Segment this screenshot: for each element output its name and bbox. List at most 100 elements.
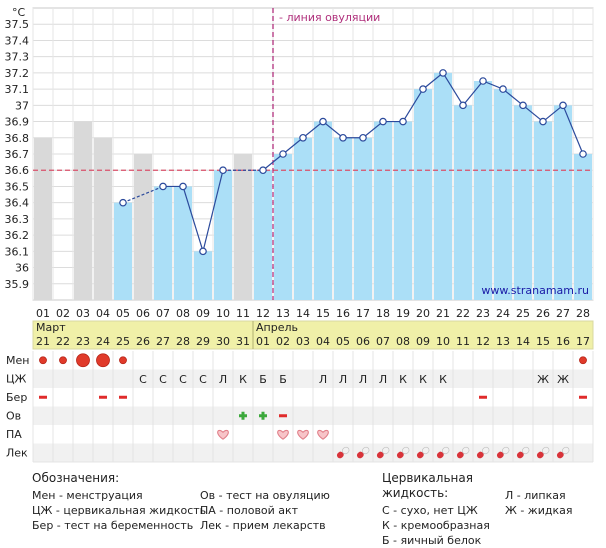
pill-icon xyxy=(496,446,510,459)
month-label-april: Апрель xyxy=(256,321,298,334)
calendar-date-1: 22 xyxy=(56,335,70,348)
bar-day-03 xyxy=(74,121,92,300)
day-number-27: 27 xyxy=(556,307,570,320)
pill-half-white xyxy=(521,446,530,455)
pill-icon xyxy=(476,446,490,459)
bar-day-22 xyxy=(454,105,472,300)
fluid-item-l: Л - липкая xyxy=(505,489,566,502)
cz-cell: С xyxy=(139,373,147,386)
pill-half-white xyxy=(421,446,430,455)
temp-point-day-26 xyxy=(539,117,547,126)
ber-minus xyxy=(39,395,47,399)
temp-point-day-10 xyxy=(219,166,227,175)
men-dot xyxy=(59,356,67,365)
day-number-26: 26 xyxy=(536,307,550,320)
calendar-date-27: 17 xyxy=(576,335,590,348)
temp-point-day-20 xyxy=(419,85,427,93)
y-tick-label: 36.4 xyxy=(5,197,30,210)
bar-day-11 xyxy=(234,154,252,300)
day-number-04: 04 xyxy=(96,307,110,320)
men-dot xyxy=(39,356,47,365)
bar-day-16 xyxy=(334,137,352,300)
day-number-05: 05 xyxy=(116,307,130,320)
y-tick-label: 36.6 xyxy=(5,164,30,177)
heart-icon xyxy=(317,429,329,440)
ber-minus xyxy=(579,395,587,399)
y-tick-label: 37.4 xyxy=(5,34,30,47)
calendar-date-23: 13 xyxy=(496,335,510,348)
day-number-14: 14 xyxy=(296,307,310,320)
calendar-date-15: 05 xyxy=(336,335,350,348)
calendar-date-11: 01 xyxy=(256,335,270,348)
bar-day-18 xyxy=(374,121,392,300)
fluid-legend-block-2: Л - липкая Ж - жидкая xyxy=(505,488,595,518)
calendar-strip xyxy=(32,320,594,350)
pill-icon xyxy=(416,446,430,459)
bar-day-19 xyxy=(394,121,412,300)
day-number-09: 09 xyxy=(196,307,210,320)
row-label-5: Лек xyxy=(6,447,28,460)
pill-half-white xyxy=(481,446,490,455)
calendar-date-25: 15 xyxy=(536,335,550,348)
day-number-02: 02 xyxy=(56,307,70,320)
pill-half-white xyxy=(541,446,550,455)
cz-cell: Б xyxy=(259,373,267,386)
temp-point-day-15 xyxy=(319,117,327,126)
bar-day-06 xyxy=(134,154,152,300)
y-tick-label: 37.3 xyxy=(5,51,30,64)
legend-item-ber: Бер - тест на беременность xyxy=(32,519,194,532)
calendar-date-19: 09 xyxy=(416,335,430,348)
ov-plus-v xyxy=(261,411,265,420)
day-number-21: 21 xyxy=(436,307,450,320)
temp-point-day-14 xyxy=(299,133,307,142)
calendar-date-5: 26 xyxy=(136,335,150,348)
temp-point-day-17 xyxy=(359,133,367,142)
temp-segment xyxy=(502,88,524,106)
temp-point-day-13 xyxy=(279,150,287,158)
temp-point-day-23 xyxy=(479,77,487,85)
bar-day-09 xyxy=(194,251,212,300)
pill-icon xyxy=(516,446,530,459)
temp-segment xyxy=(302,121,324,139)
temp-segment xyxy=(202,170,224,252)
fluid-item-b: Б - яичный белок xyxy=(382,534,482,547)
legend-item-lek: Лек - прием лекарств xyxy=(200,519,326,532)
calendar-date-14: 04 xyxy=(316,335,330,348)
cz-cell: К xyxy=(399,373,407,386)
calendar-date-22: 12 xyxy=(476,335,490,348)
calendar-date-7: 28 xyxy=(176,335,190,348)
fluid-item-s: С - сухо, нет ЦЖ xyxy=(382,504,478,517)
y-tick-label: 36.5 xyxy=(5,180,30,193)
y-tick-label: 36.2 xyxy=(5,229,30,242)
y-tick-label: 37 xyxy=(15,99,29,112)
calendar-date-26: 16 xyxy=(556,335,570,348)
bar-day-12 xyxy=(254,170,272,300)
temp-point-day-08 xyxy=(179,182,187,191)
bar-day-08 xyxy=(174,186,192,300)
men-dot xyxy=(579,356,587,365)
temp-segment xyxy=(402,88,424,122)
pill-half-red xyxy=(516,451,524,459)
pill-half-red xyxy=(396,451,404,459)
month-label-march: Март xyxy=(36,321,66,334)
pill-half-red xyxy=(556,451,564,459)
temp-segment xyxy=(562,105,584,155)
pill-half-white xyxy=(381,446,390,455)
bar-day-01 xyxy=(34,137,52,300)
day-number-06: 06 xyxy=(136,307,150,320)
temp-point-day-28 xyxy=(579,150,587,158)
calendar-date-2: 23 xyxy=(76,335,90,348)
pill-half-white xyxy=(341,446,350,455)
bar-day-15 xyxy=(314,121,332,300)
pill-half-white xyxy=(401,446,410,455)
pill-icon xyxy=(556,446,570,459)
bar-day-04 xyxy=(94,137,112,300)
bar-day-20 xyxy=(414,89,432,300)
day-number-16: 16 xyxy=(336,307,350,320)
cz-cell: С xyxy=(199,373,207,386)
temp-point-day-12 xyxy=(259,166,267,175)
calendar-date-21: 11 xyxy=(456,335,470,348)
y-tick-label: 36.3 xyxy=(5,213,30,226)
row-label-0: Мен xyxy=(6,354,29,367)
pill-half-red xyxy=(336,451,344,459)
